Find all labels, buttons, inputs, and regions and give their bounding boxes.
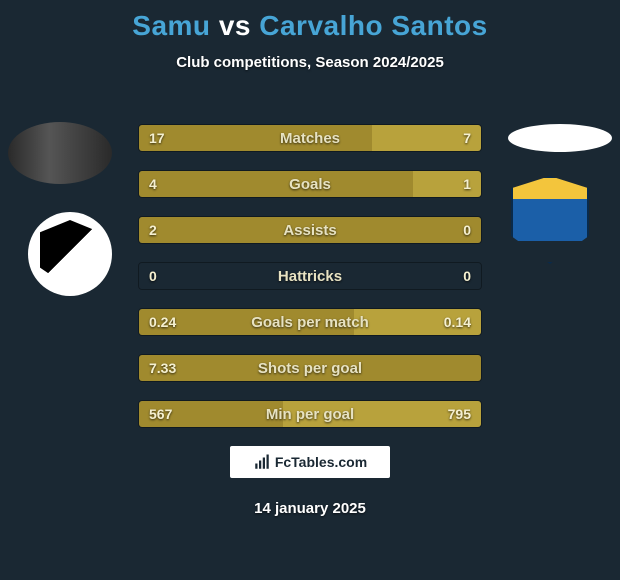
vs-text: vs bbox=[219, 10, 251, 41]
player2-name: Carvalho Santos bbox=[259, 10, 487, 41]
stat-label: Min per goal bbox=[139, 401, 481, 427]
brand-logo: FcTables.com bbox=[230, 446, 390, 478]
subtitle: Club competitions, Season 2024/2025 bbox=[0, 54, 620, 71]
stat-label: Shots per goal bbox=[139, 355, 481, 381]
player2-avatar bbox=[508, 124, 612, 152]
player2-club-badge bbox=[508, 178, 592, 262]
stat-label: Goals per match bbox=[139, 309, 481, 335]
chart-icon bbox=[253, 453, 271, 471]
date-text: 14 january 2025 bbox=[0, 500, 620, 517]
stat-row: 0.240.14Goals per match bbox=[138, 308, 482, 336]
stat-row: 00Hattricks bbox=[138, 262, 482, 290]
club-badge-shape bbox=[511, 176, 589, 264]
stat-label: Matches bbox=[139, 125, 481, 151]
player1-club-badge bbox=[28, 212, 112, 296]
club-badge-shape bbox=[40, 220, 100, 288]
stat-label: Hattricks bbox=[139, 263, 481, 289]
player1-name: Samu bbox=[132, 10, 210, 41]
stat-row: 7.33Shots per goal bbox=[138, 354, 482, 382]
comparison-bars: 177Matches 41Goals 20Assists 00Hattricks 0.2… bbox=[138, 124, 482, 446]
stat-label: Assists bbox=[139, 217, 481, 243]
stat-row: 567795Min per goal bbox=[138, 400, 482, 428]
brand-text: FcTables.com bbox=[275, 454, 367, 470]
player1-avatar bbox=[8, 122, 112, 184]
stat-row: 41Goals bbox=[138, 170, 482, 198]
stat-label: Goals bbox=[139, 171, 481, 197]
page-title: Samu vs Carvalho Santos bbox=[0, 0, 620, 42]
stat-row: 20Assists bbox=[138, 216, 482, 244]
stat-row: 177Matches bbox=[138, 124, 482, 152]
